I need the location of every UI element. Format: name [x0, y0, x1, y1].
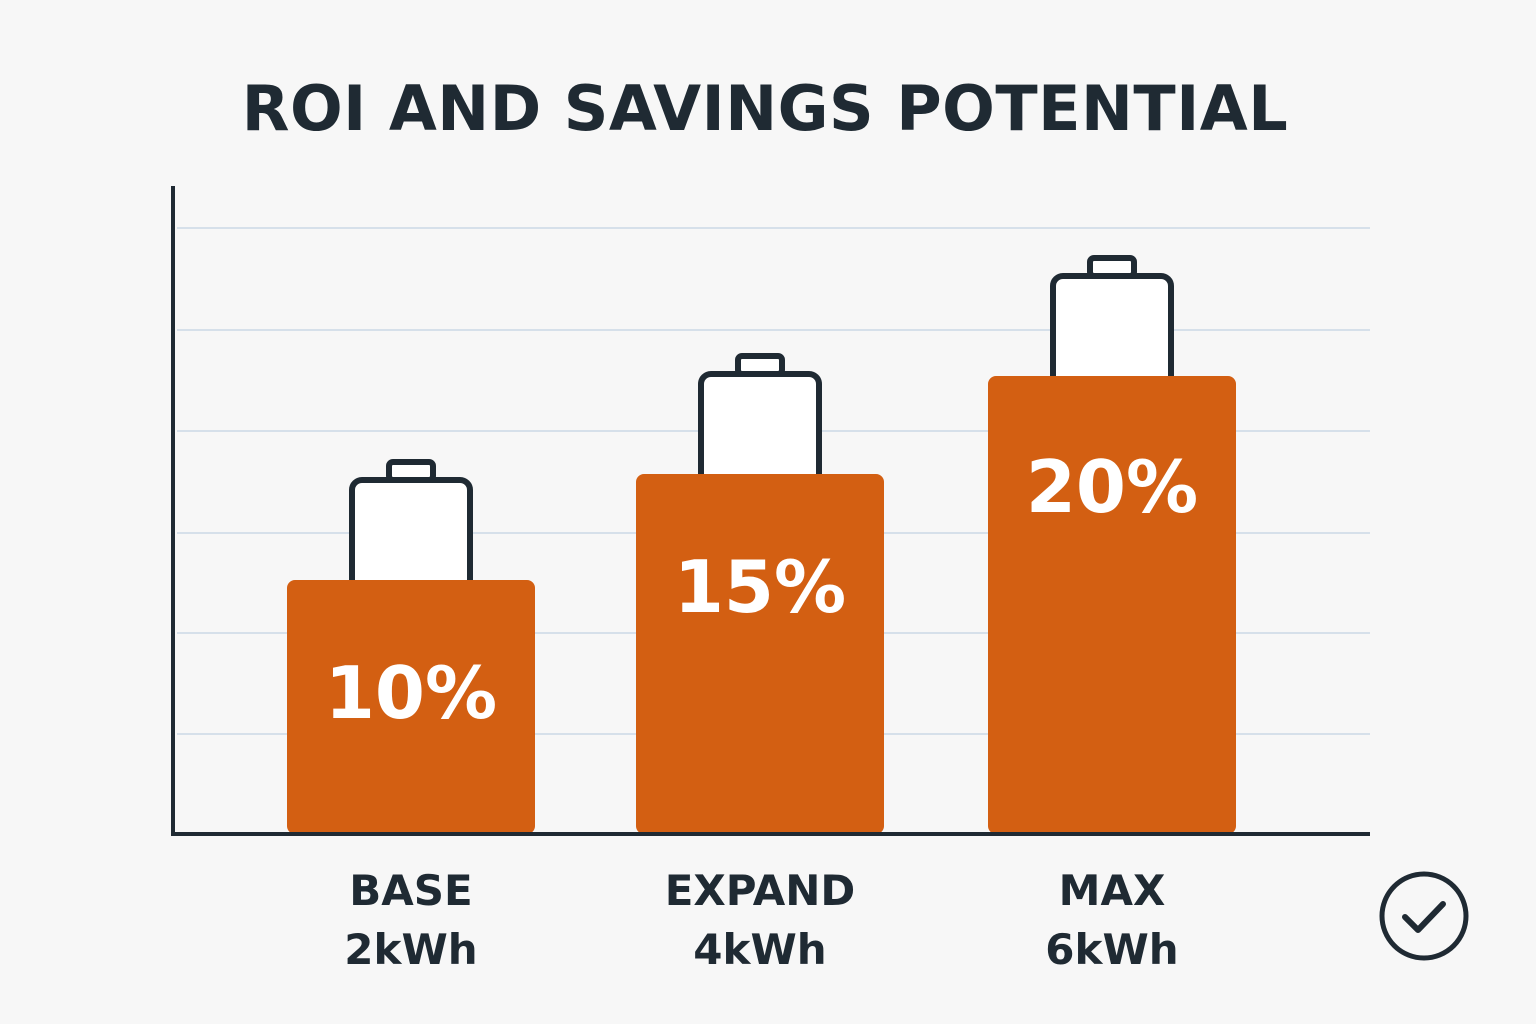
bar-value-label: 10% [325, 651, 497, 735]
bar-value-label: 15% [674, 545, 846, 629]
bars: 10% 15% 20% [287, 255, 1236, 834]
capacity-label: 2kWh [344, 925, 477, 974]
bar [287, 580, 535, 834]
chart-title: ROI AND SAVINGS POTENTIAL [241, 72, 1289, 145]
bar-group-expand: 15% [636, 353, 884, 834]
bar [636, 474, 884, 834]
capacity-label: 4kWh [693, 925, 826, 974]
bar-group-max: 20% [988, 255, 1236, 834]
check-circle-icon [1379, 871, 1469, 961]
capacity-label: 6kWh [1045, 925, 1178, 974]
category-labels: BASE 2kWh EXPAND 4kWh MAX 6kWh [344, 866, 1178, 974]
bar [988, 376, 1236, 834]
category-label: MAX [1059, 866, 1166, 915]
category-label: BASE [349, 866, 472, 915]
bar-group-base: 10% [287, 459, 535, 834]
category-label: EXPAND [665, 866, 856, 915]
axes [171, 186, 1370, 836]
bar-value-label: 20% [1026, 445, 1198, 529]
